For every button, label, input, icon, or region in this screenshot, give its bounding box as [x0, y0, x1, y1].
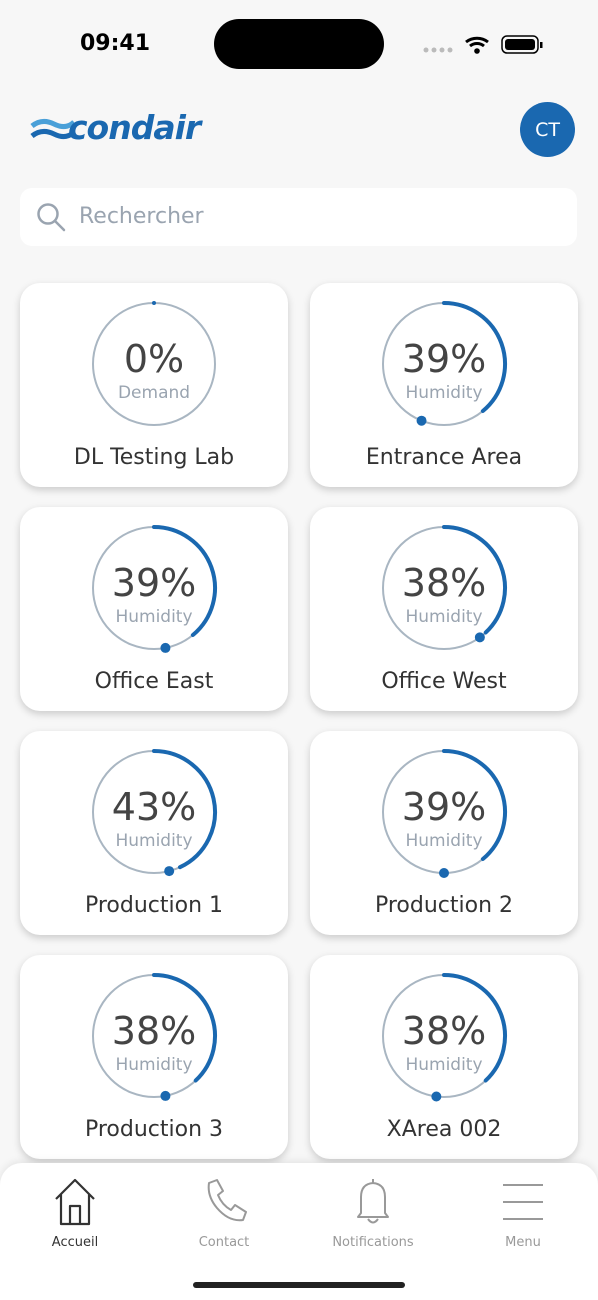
setpoint-dot	[160, 642, 171, 653]
reading-metric: Humidity	[405, 607, 482, 627]
device-card[interactable]: 43% Humidity Production 1	[20, 731, 288, 935]
gauge-arc	[152, 973, 217, 1083]
tab-label: Accueil	[51, 1235, 99, 1250]
search-field[interactable]: Rechercher	[20, 188, 577, 246]
reading-value: 43%	[112, 785, 196, 829]
device-name: Entrance Area	[366, 445, 522, 470]
home-icon	[55, 1178, 95, 1226]
reading-metric: Humidity	[115, 831, 192, 851]
device-card[interactable]: 38% Humidity Production 3	[20, 955, 288, 1159]
reading-value: 0%	[124, 337, 184, 381]
tab-home[interactable]: Accueil	[0, 1175, 150, 1250]
reading-value: 38%	[112, 1009, 196, 1053]
device-card[interactable]: 38% Humidity XArea 002	[310, 955, 578, 1159]
tab-contact[interactable]: Contact	[149, 1175, 299, 1250]
reading-metric: Humidity	[405, 831, 482, 851]
search-icon	[37, 203, 66, 232]
reading-value: 38%	[402, 1009, 486, 1053]
device-name: Production 3	[85, 1117, 223, 1142]
device-name: Production 2	[375, 893, 513, 918]
gauge: 0%Demand DL Testing Lab	[74, 301, 234, 470]
status-icons	[423, 35, 543, 54]
gauge-arc	[442, 525, 507, 635]
gauge-arc	[152, 525, 217, 638]
reading-metric: Humidity	[405, 1055, 482, 1075]
gauge-arc	[442, 749, 507, 862]
avatar[interactable]: CT	[520, 102, 575, 157]
device-card[interactable]: 0% Demand DL Testing Lab	[20, 283, 288, 487]
device-name: XArea 002	[387, 1117, 502, 1142]
gauge: 38%Humidity Office West	[381, 525, 507, 694]
logo-text: condair	[68, 108, 201, 147]
reading-value: 39%	[112, 561, 196, 605]
reading-value: 39%	[402, 785, 486, 829]
gauge: 39%Humidity Entrance Area	[366, 301, 522, 470]
bell-icon	[357, 1179, 389, 1224]
menu-icon	[503, 1184, 543, 1220]
reading-metric: Demand	[118, 383, 190, 403]
device-name: Office East	[95, 669, 214, 694]
device-card[interactable]: 39% Humidity Production 2	[310, 731, 578, 935]
setpoint-dot	[439, 868, 449, 878]
tab-label: Menu	[505, 1235, 541, 1250]
home-indicator	[193, 1282, 405, 1288]
tab-label: Notifications	[332, 1235, 414, 1250]
phone-icon	[207, 1179, 247, 1222]
device-name: Office West	[381, 669, 507, 694]
gauge-arc	[152, 749, 217, 870]
setpoint-dot	[474, 632, 485, 643]
device-card[interactable]: 38% Humidity Office West	[310, 507, 578, 711]
reading-value: 39%	[402, 337, 486, 381]
logo-waves	[30, 118, 74, 140]
status-time: 09:41	[80, 31, 151, 56]
dynamic-island	[214, 19, 384, 69]
reading-value: 38%	[402, 561, 486, 605]
gauge: 39%Humidity Production 2	[375, 749, 513, 918]
gauge-arc	[442, 301, 507, 414]
search-placeholder: Rechercher	[79, 204, 204, 229]
setpoint-dot	[416, 415, 427, 426]
tab-bar: Accueil Contact Notifications Menu	[0, 1163, 598, 1300]
device-card[interactable]: 39% Humidity Office East	[20, 507, 288, 711]
tab-label: Contact	[198, 1235, 250, 1250]
gauge: 39%Humidity Office East	[92, 525, 217, 694]
setpoint-dot	[160, 1090, 171, 1101]
device-card[interactable]: 39% Humidity Entrance Area	[310, 283, 578, 487]
device-name: Production 1	[85, 893, 223, 918]
setpoint-dot	[431, 1091, 442, 1102]
setpoint-dot	[164, 866, 175, 877]
reading-metric: Humidity	[115, 1055, 192, 1075]
gauge: 43%Humidity Production 1	[85, 749, 223, 918]
reading-metric: Humidity	[115, 607, 192, 627]
tab-notifications[interactable]: Notifications	[298, 1175, 448, 1250]
gauge: 38%Humidity Production 3	[85, 973, 223, 1142]
reading-metric: Humidity	[405, 383, 482, 403]
device-name: DL Testing Lab	[74, 445, 234, 470]
gauge-arc	[442, 973, 507, 1083]
gauge: 38%Humidity XArea 002	[382, 973, 507, 1142]
tab-menu[interactable]: Menu	[448, 1175, 598, 1250]
